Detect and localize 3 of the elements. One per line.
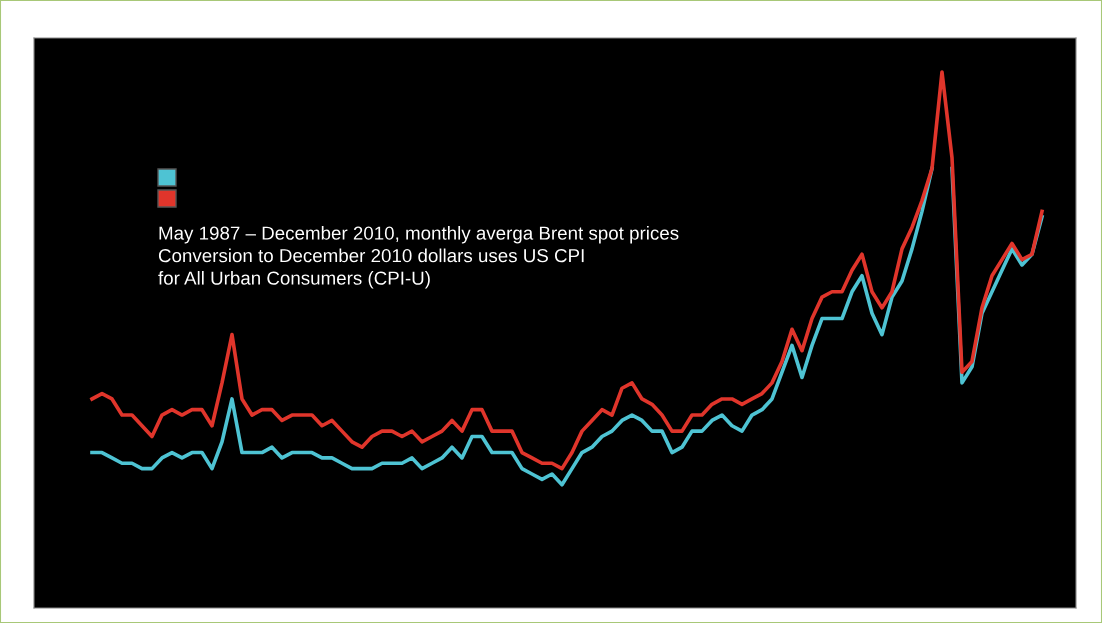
annotation: for All Urban Consumers (CPI-U) — [158, 271, 430, 289]
annotation: May 1987 – December 2010, monthly averga Brent spot prices — [159, 226, 679, 244]
annotation: Conversion to December 2010 dollars uses US CPI — [158, 248, 584, 263]
